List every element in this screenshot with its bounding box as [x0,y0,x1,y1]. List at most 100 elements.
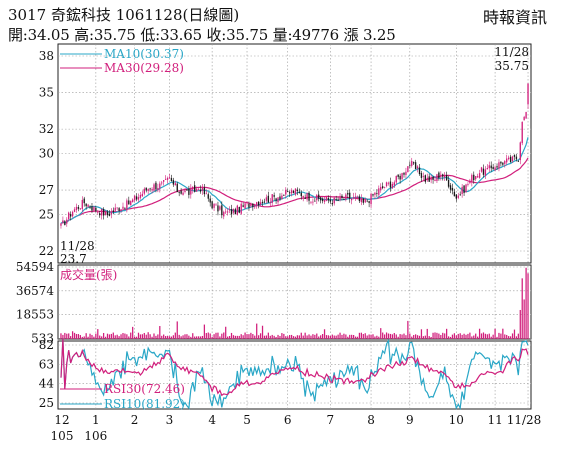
volume-bar [325,335,328,339]
candle-body [77,206,80,209]
candle-body [329,199,332,202]
volume-bar [364,333,366,339]
volume-bar [64,332,66,339]
volume-bar [281,333,283,339]
volume-bar [132,326,134,339]
volume-bar [201,335,204,339]
volume-bar [223,332,225,339]
rsi-frame [57,340,532,410]
volume-bar [283,333,285,339]
volume-bar [393,332,395,339]
candle-body [498,162,500,169]
candle-body [122,206,124,209]
volume-bar [308,334,310,339]
volume-bar [97,329,99,339]
rsi-tick-label: 44 [39,377,55,391]
candle-body [85,203,87,207]
volume-bar [525,267,527,339]
volume-bar [477,336,479,339]
volume-bar [362,334,364,339]
volume-bar [387,333,390,339]
candle-body [112,210,114,213]
candle-body [337,199,339,201]
candle-body [378,188,380,195]
candle-body [287,191,289,192]
volume-bar [269,335,271,339]
candle-body [482,168,485,175]
volume-bar [159,326,161,339]
candle-body [139,194,142,198]
volume-bar [163,334,165,339]
candle-body [502,162,504,165]
candle-body [149,188,151,190]
price-panel: 38 35 32 30 27 25 22 MA10(30.37)MA30(29.28) 11/2… [39,43,532,266]
x-axis: 12 105 1 106 2 3 4 5 6 7 8 9 10 11 11/28 [51,413,542,443]
candle-body [374,192,376,195]
candle-body [393,182,395,186]
candle-body [106,211,109,216]
source-label: 時報資訊 [482,8,547,27]
volume-bar [168,336,171,339]
candle-body [494,167,496,171]
volume-bar [170,336,173,339]
volume-bar [444,333,446,339]
volume-bar [486,334,488,339]
volume-bar [370,334,372,339]
candle-body [308,192,310,201]
candle-body [170,178,173,182]
volume-bar [164,336,167,339]
volume-bar [475,333,477,339]
volume-bar [186,334,188,339]
candle-body [434,179,436,182]
candle-body [527,83,529,105]
candle-body [358,196,361,202]
volume-bar [341,334,343,339]
volume-bar [106,333,109,339]
x-tick-label: 11 [487,413,502,427]
candle-body [484,169,487,176]
volume-bar [409,333,411,339]
volume-bar [343,333,345,339]
volume-bar [81,336,83,339]
candle-body [197,189,200,191]
candle-body [376,193,378,194]
ma30-line [60,157,529,224]
candle-body [174,183,176,186]
candle-body [323,199,326,202]
volume-bar [434,332,436,339]
price-tick-label: 22 [39,244,54,258]
candle-body [215,204,217,206]
volume-bar [225,326,227,339]
volume-bar [451,334,454,339]
volume-bar [221,333,223,339]
volume-bar [333,335,335,339]
volume-title: 成交量(張) [60,267,117,282]
volume-bar [411,336,413,339]
volume-bar [463,333,465,339]
candle-body [318,194,320,199]
last-close-annotation: 35.75 [495,59,529,73]
ma30-legend-label: MA30(29.28) [104,61,184,75]
volume-bar [453,333,456,339]
volume-bar [137,332,140,339]
candle-body [428,176,430,182]
volume-bar [188,335,190,339]
volume-bar [304,332,306,339]
volume-bar [277,334,279,339]
candle-body [504,161,506,164]
candle-body [263,201,266,203]
candle-body [463,185,465,194]
volume-bar [382,332,384,339]
candle-body [211,201,213,209]
candle-body [399,175,401,180]
candle-body [265,197,268,201]
candle-body [490,165,492,169]
candle-body [339,196,341,201]
volume-bar [139,334,142,339]
candle-body [143,188,145,194]
candle-body [168,177,171,179]
volume-bar [194,336,196,339]
candle-body [178,192,180,193]
candle-body [207,194,209,199]
volume-bar [329,335,331,339]
